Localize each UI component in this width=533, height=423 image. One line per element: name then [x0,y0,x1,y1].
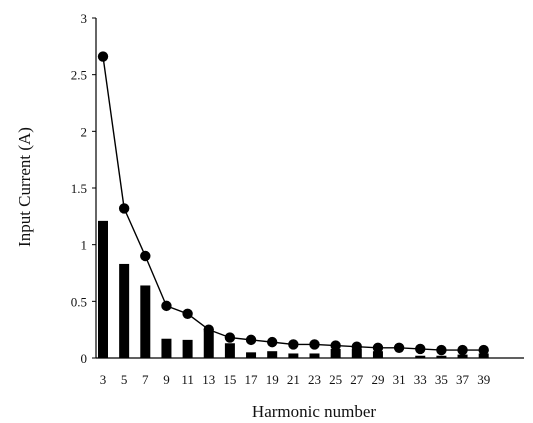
bar [203,330,214,358]
tick-labels: 00.511.522.533 5 7 9 11 13 15 17 19 21 23 25 27 29 31 3… [71,11,490,387]
x-tick-label: 5 [121,372,128,387]
y-tick-label: 2.5 [71,68,87,83]
series-line [102,56,484,351]
bar-series [98,220,489,358]
data-point [393,342,405,353]
data-point [203,324,214,335]
x-tick-label: 19 [266,372,279,387]
y-axis-title: Input Current (A) [15,127,34,247]
x-tick-label: 31 [393,372,406,387]
x-tick-label: 39 [477,372,490,387]
line-series [97,51,489,356]
data-point [224,332,236,343]
y-tick-label: 1.5 [71,181,87,196]
y-tick-label: 1 [81,238,88,253]
bar [436,355,447,358]
y-tick-label: 0 [81,351,88,366]
bar [98,220,108,358]
bar [372,351,383,358]
bar [478,353,489,358]
data-point [478,344,489,356]
data-point [457,344,468,356]
bar [267,351,278,358]
data-point [245,334,257,346]
x-tick-label: 29 [371,372,384,387]
data-point [118,203,130,214]
data-point [415,343,426,355]
data-point [140,250,151,262]
x-tick-label: 7 [142,372,149,387]
y-tick-label: 2 [81,124,88,139]
x-tick-label: 21 [287,372,300,387]
bar [330,348,341,358]
x-tick-label: 13 [202,372,215,387]
bar [182,339,193,358]
x-tick-label: 37 [456,372,470,387]
bar [351,348,362,358]
data-point [288,339,299,350]
bar [140,285,151,358]
x-tick-label: 27 [350,372,364,387]
x-axis-title: Harmonic number [252,402,376,421]
data-point [330,340,341,351]
data-point [436,344,447,356]
x-tick-label: 9 [163,372,170,387]
x-tick-label: 23 [308,372,321,387]
bar [415,355,426,358]
x-tick-label: 11 [181,372,194,387]
data-point [182,308,193,319]
y-tick-label: 3 [81,11,88,26]
bar [224,343,235,358]
bar [119,263,130,358]
data-point [161,300,172,312]
bar [246,352,257,358]
axes [92,17,524,359]
data-point [97,51,109,62]
data-point [309,339,320,350]
x-tick-label: 15 [223,372,236,387]
x-tick-label: 25 [329,372,342,387]
bar [161,338,172,358]
bar [457,354,468,358]
data-point [267,336,278,348]
y-tick-label: 0.5 [71,294,87,309]
x-tick-label: 33 [414,372,427,387]
data-point [372,342,384,353]
data-point [351,341,362,352]
x-tick-label: 3 [100,372,107,387]
x-tick-label: 17 [245,372,259,387]
bar [288,353,299,358]
bar [309,353,320,358]
x-tick-label: 35 [435,372,448,387]
